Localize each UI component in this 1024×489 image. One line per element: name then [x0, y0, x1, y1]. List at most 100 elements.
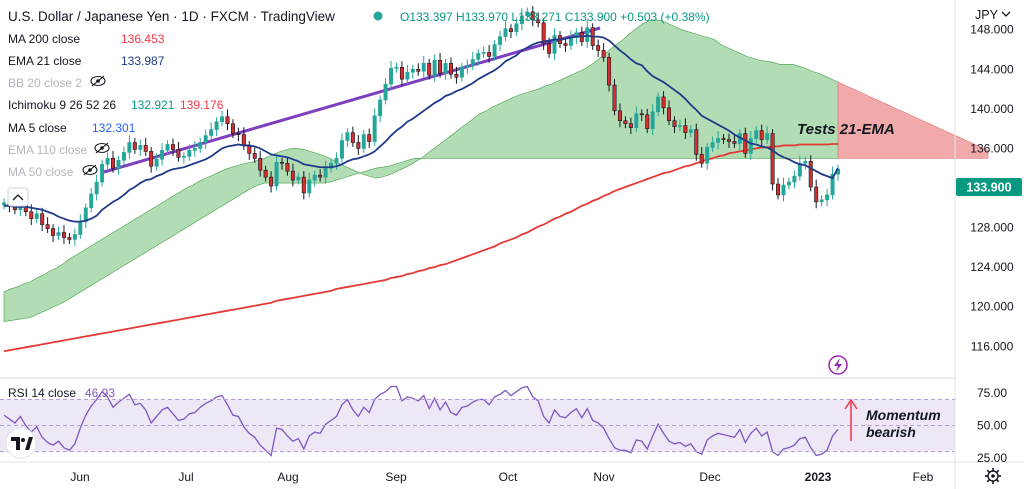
candle-body-8: [45, 224, 50, 229]
candle-body-31: [170, 144, 175, 150]
time-tick-8: Feb: [913, 470, 934, 484]
rsi-tick-2: 25.00: [977, 451, 1007, 465]
candle-body-36: [198, 142, 203, 149]
last-price-label: 133.900: [966, 181, 1011, 195]
candle-body-79: [432, 60, 437, 76]
legend-ma5[interactable]: MA 5 close: [8, 121, 67, 135]
candle-body-71: [389, 67, 394, 85]
candle-body-44: [241, 134, 246, 146]
candle-body-29: [160, 150, 165, 160]
candle-body-116: [634, 113, 639, 128]
candle-body-90: [492, 44, 497, 57]
candle-body-132: [721, 138, 726, 140]
rsi-legend-value: 46.93: [85, 386, 115, 400]
candle-body-48: [263, 169, 268, 178]
candle-body-22: [121, 152, 126, 161]
candle-body-13: [72, 234, 77, 240]
candle-body-57: [312, 174, 317, 181]
candle-body-110: [601, 50, 606, 58]
time-axis[interactable]: Jun Jul Aug Sep Oct Nov Dec 2023 Feb: [70, 470, 933, 484]
annotation-momentum-line1: Momentum: [866, 407, 941, 423]
rsi-tick-1: 50.00: [977, 419, 1007, 433]
candle-body-72: [394, 66, 399, 69]
legend-ema21[interactable]: EMA 21 close: [8, 54, 82, 68]
candle-body-34: [187, 150, 192, 157]
symbol-title[interactable]: U.S. Dollar / Japanese Yen · 1D · FXCM ·…: [8, 9, 335, 24]
candle-body-30: [165, 144, 170, 151]
last-price-badge: [956, 178, 1022, 196]
price-tick-1: 144.000: [970, 62, 1014, 76]
chevron-down-icon[interactable]: [1001, 11, 1011, 17]
candle-body-63: [345, 132, 350, 141]
candle-body-138: [754, 130, 759, 139]
legend-ma5-value: 132.301: [92, 121, 136, 135]
tradingview-logo[interactable]: [5, 427, 37, 459]
candle-body-10: [56, 232, 61, 236]
candle-body-28: [154, 159, 159, 167]
legend-ichimoku[interactable]: Ichimoku 9 26 52 26: [8, 98, 116, 112]
rsi-path: [3, 385, 839, 457]
candle-body-107: [585, 27, 590, 42]
candle-body-148: [808, 160, 813, 188]
candle-body-41: [225, 116, 230, 124]
candle-body-144: [786, 181, 791, 186]
time-tick-1: Jul: [178, 470, 193, 484]
candle-body-15: [83, 207, 88, 222]
candle-body-43: [236, 133, 241, 135]
price-tick-3: 136.000: [970, 141, 1014, 155]
candle-body-113: [617, 110, 622, 122]
candle-body-75: [410, 68, 415, 73]
candle-body-40: [220, 116, 225, 123]
candle-body-99: [541, 22, 546, 44]
legend-ema110[interactable]: EMA 110 close: [8, 143, 87, 157]
lightning-icon[interactable]: [828, 355, 848, 375]
candle-body-88: [481, 52, 486, 54]
candle-body-147: [803, 160, 808, 164]
gear-icon[interactable]: [985, 468, 1001, 484]
candle-body-101: [552, 35, 557, 54]
candle-body-73: [399, 66, 404, 80]
candle-body-103: [563, 43, 568, 46]
candle-body-19: [105, 158, 110, 165]
momentum-arrow-head: [844, 398, 858, 410]
annotation-tests-ema: Tests 21-EMA: [797, 121, 895, 138]
candle-body-24: [132, 142, 137, 150]
candle-body-74: [405, 71, 410, 80]
candle-body-85: [465, 65, 470, 68]
candle-body-139: [759, 130, 764, 140]
candle-body-42: [230, 123, 235, 134]
legend-ma200[interactable]: MA 200 close: [8, 32, 80, 46]
candle-body-91: [498, 36, 503, 45]
candle-body-126: [688, 129, 693, 133]
eye-hidden-icon[interactable]: [94, 142, 110, 154]
candle-body-52: [285, 162, 290, 172]
candle-body-84: [459, 66, 464, 78]
time-tick-7: 2023: [805, 470, 832, 484]
candle-body-37: [203, 135, 208, 143]
rsi-legend-label[interactable]: RSI 14 close: [8, 386, 76, 400]
time-tick-6: Dec: [699, 470, 720, 484]
eye-hidden-icon[interactable]: [82, 164, 98, 176]
candle-body-9: [51, 228, 56, 236]
candle-body-143: [781, 184, 786, 196]
candle-body-26: [143, 145, 148, 152]
price-tick-0: 148.000: [970, 23, 1014, 37]
price-tick-8: 116.000: [971, 339, 1014, 353]
currency-label[interactable]: JPY: [975, 8, 999, 22]
legend-ichimoku-value: 132.921: [131, 98, 175, 112]
candle-body-86: [470, 59, 475, 66]
candle-body-39: [214, 121, 219, 130]
candle-body-61: [334, 158, 339, 164]
collapse-legend-button[interactable]: [7, 187, 29, 207]
legend-bb[interactable]: BB 20 close 2: [8, 76, 82, 90]
candle-body-133: [726, 139, 731, 142]
eye-hidden-icon[interactable]: [90, 75, 106, 87]
candle-body-67: [367, 134, 372, 142]
rsi-axis[interactable]: 75.00 50.00 25.00: [0, 386, 1007, 465]
candle-body-65: [356, 142, 361, 149]
legend-ma50[interactable]: MA 50 close: [8, 165, 74, 179]
candle-body-18: [100, 163, 105, 183]
candle-body-16: [89, 193, 94, 209]
candle-body-17: [94, 181, 99, 195]
